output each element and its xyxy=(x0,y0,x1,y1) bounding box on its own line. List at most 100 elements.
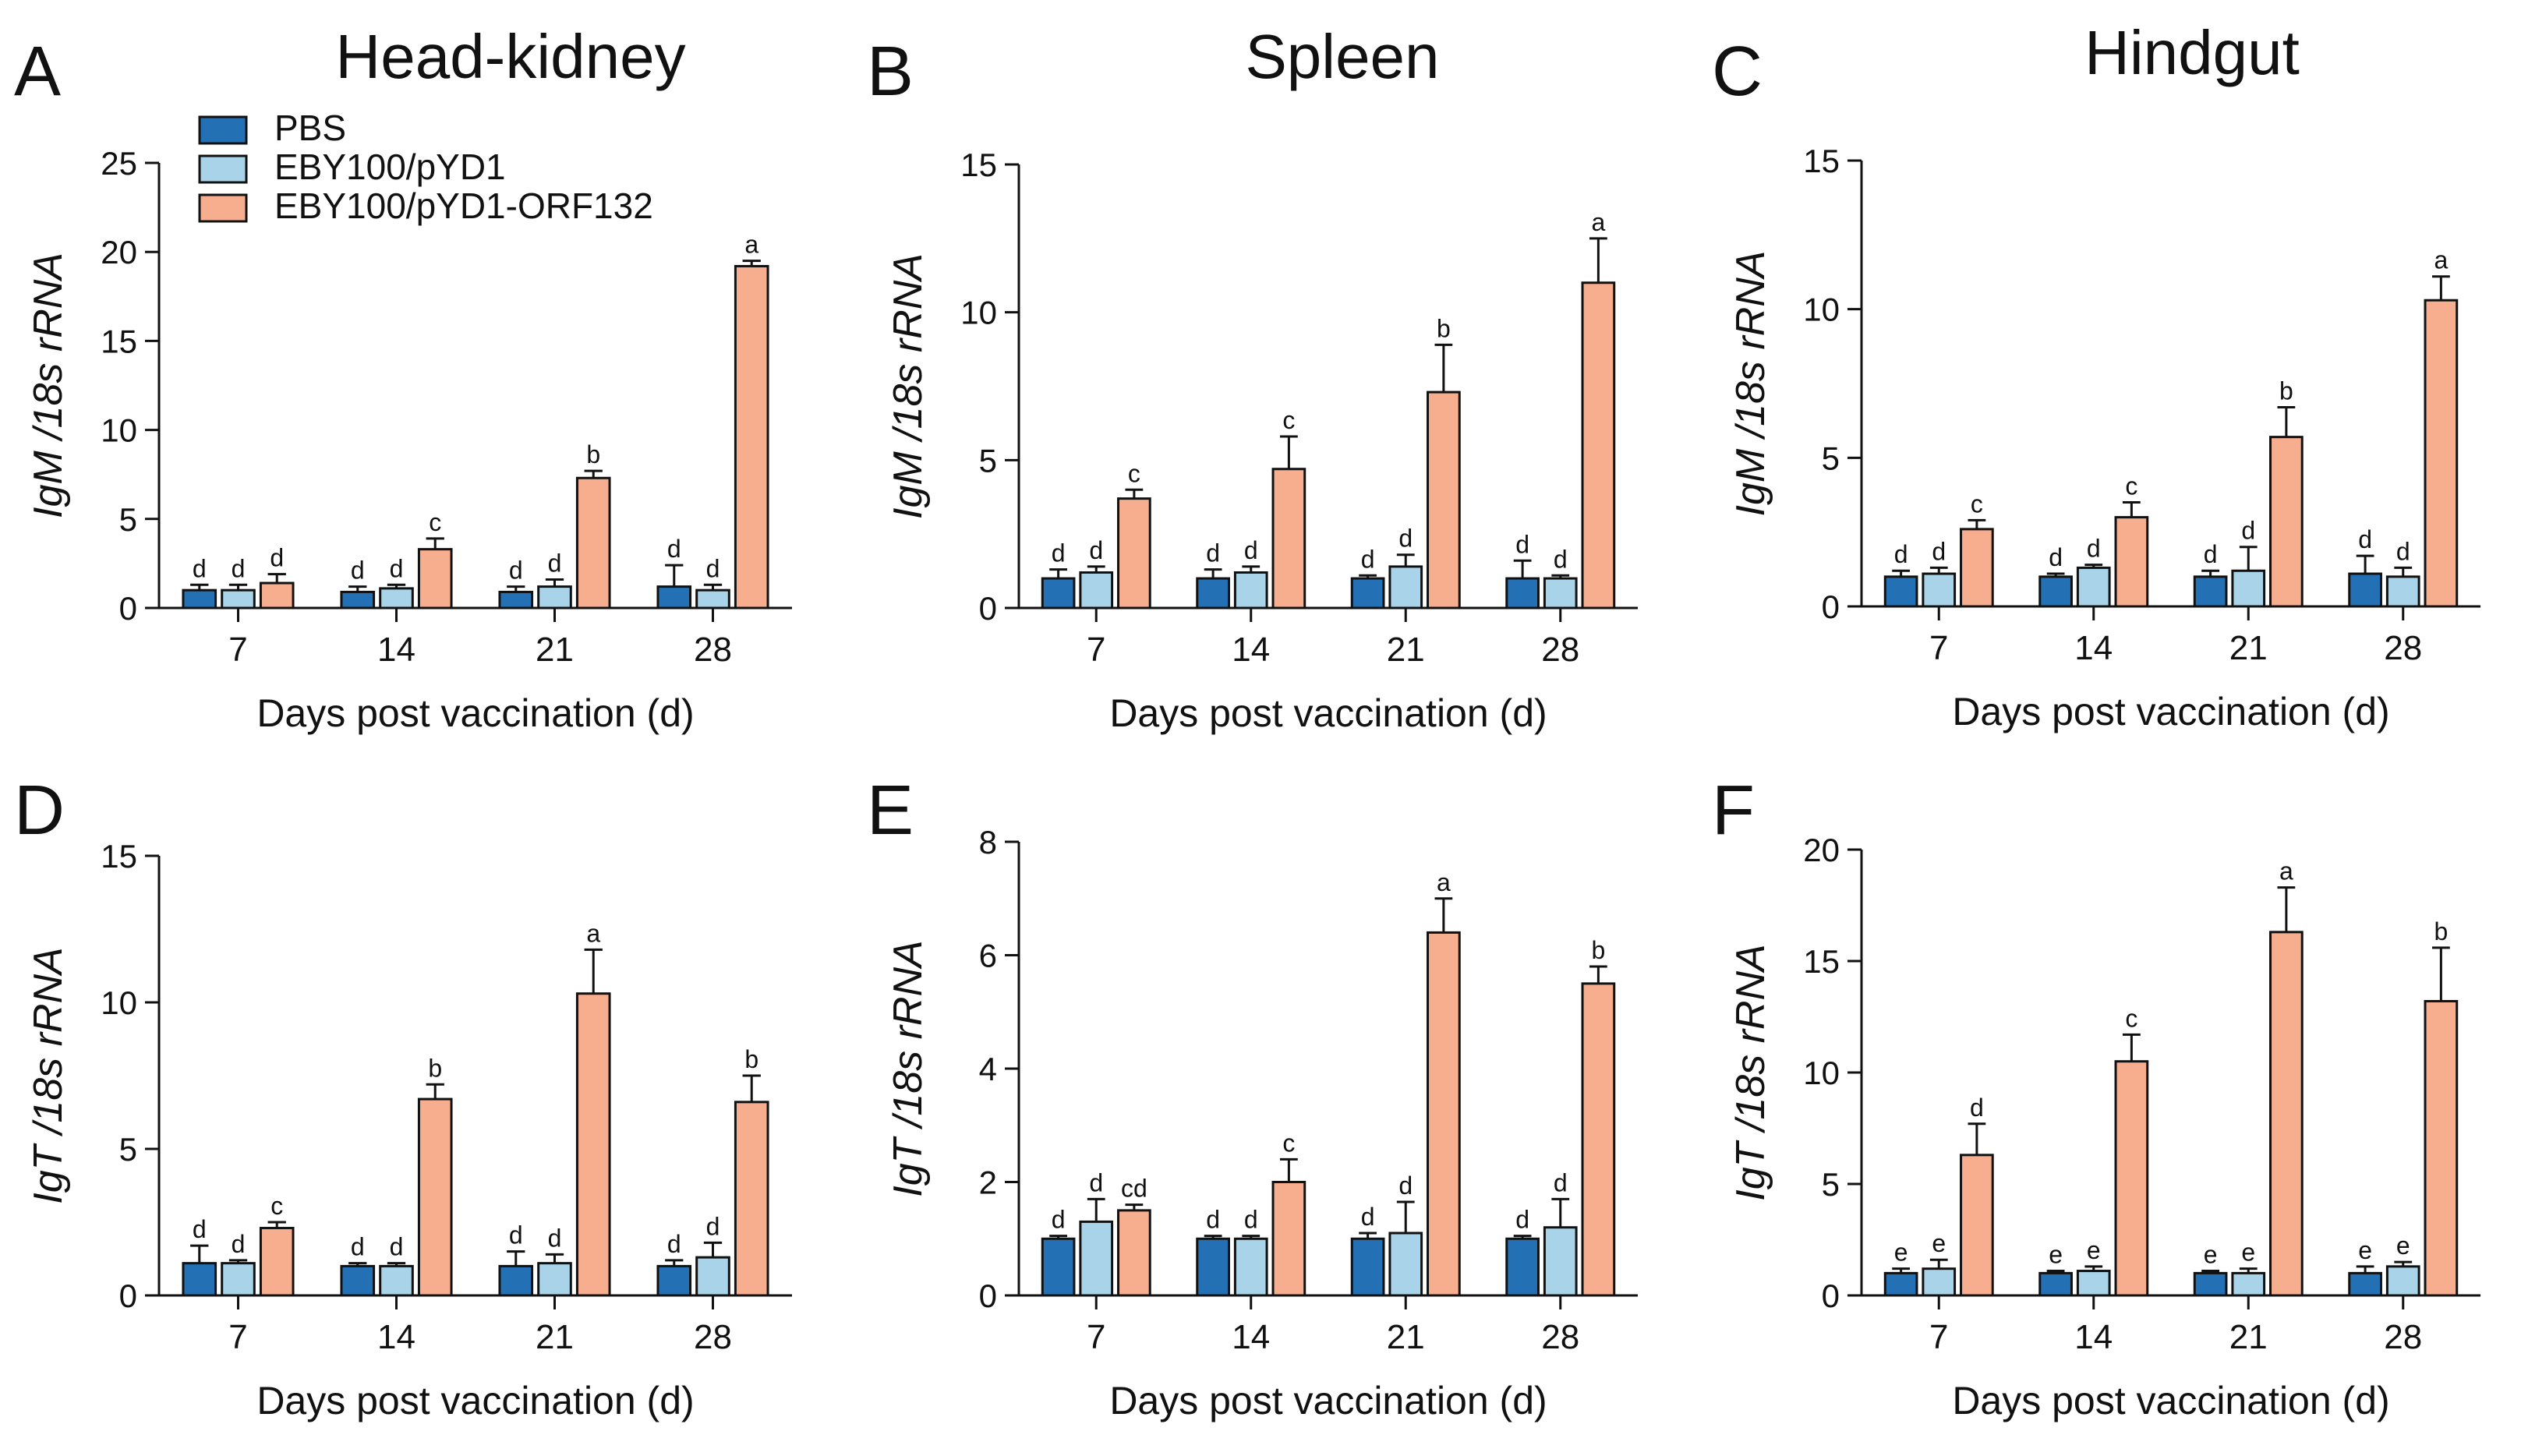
significance-letter: d xyxy=(2396,537,2410,565)
bar-eby100-pyd1-orf132 xyxy=(2269,436,2304,608)
bar-eby100-pyd1-orf132 xyxy=(259,1227,295,1297)
bar-eby100-pyd1-orf132 xyxy=(1960,1154,1994,1297)
bar-eby100-pyd1 xyxy=(379,1264,414,1297)
x-tick-label: 14 xyxy=(1232,1318,1270,1356)
bar-eby100-pyd1 xyxy=(2231,569,2266,608)
x-tick-label: 7 xyxy=(1087,1318,1105,1356)
y-tick-label: 5 xyxy=(979,442,997,479)
y-tick-label: 0 xyxy=(979,1278,997,1314)
panel-b: 0 5 10 15 IgM /18s rRNA Days post vaccination… xyxy=(886,147,1638,735)
x-tick-label: 7 xyxy=(228,631,247,669)
legend-swatch-eby100-pyd1 xyxy=(198,154,248,184)
bar-eby100-pyd1-orf132 xyxy=(734,1101,769,1297)
significance-letter: a xyxy=(2279,857,2293,885)
x-tick-label: 7 xyxy=(1087,631,1105,669)
significance-letter: d xyxy=(232,554,246,582)
bar-pbs xyxy=(1505,577,1540,610)
y-axis-label-rest: /18s rRNA xyxy=(1728,944,1773,1142)
legend-swatch-eby100-pyd1-orf132 xyxy=(198,193,248,223)
significance-letter: d xyxy=(1089,536,1103,564)
y-tick-label: 15 xyxy=(960,147,997,183)
x-axis-label: Days post vaccination (d) xyxy=(1952,1379,2389,1422)
significance-letter: d xyxy=(193,554,207,582)
bar-eby100-pyd1-orf132 xyxy=(417,548,453,610)
y-tick-label: 15 xyxy=(1803,143,1840,179)
x-tick-label: 21 xyxy=(536,1318,574,1356)
significance-letter: c xyxy=(270,1192,283,1220)
y-axis-label-gene: IgT xyxy=(1728,1140,1773,1200)
significance-letter: d xyxy=(2241,517,2255,545)
x-tick-label: 28 xyxy=(2384,1318,2422,1356)
bar-eby100-pyd1 xyxy=(1388,1232,1423,1297)
significance-letter: e xyxy=(2049,1241,2063,1269)
bar-eby100-pyd1 xyxy=(2385,575,2420,608)
significance-letter: d xyxy=(2049,543,2063,571)
significance-letter: d xyxy=(1398,525,1413,553)
bar-pbs xyxy=(1041,577,1076,610)
y-tick-label: 10 xyxy=(101,984,137,1021)
x-tick-label: 14 xyxy=(377,1318,415,1356)
x-tick-label: 28 xyxy=(1541,1318,1579,1356)
x-tick-label: 21 xyxy=(2229,1318,2268,1356)
significance-letter: d xyxy=(1932,537,1946,565)
significance-letter: c xyxy=(1282,1129,1295,1157)
significance-letter: d xyxy=(351,557,365,585)
significance-letter: d xyxy=(351,1233,365,1261)
bar-eby100-pyd1-orf132 xyxy=(1117,497,1151,610)
panel-letter-c: C xyxy=(1712,33,1763,111)
bar-eby100-pyd1 xyxy=(2076,1270,2111,1297)
significance-letter: c xyxy=(1282,406,1295,434)
x-tick-label: 21 xyxy=(2229,629,2268,667)
bar-pbs xyxy=(1350,577,1385,610)
bar-eby100-pyd1-orf132 xyxy=(1960,528,1994,608)
y-axis-label: IgM /18s rRNA xyxy=(26,253,71,518)
y-tick-label: 10 xyxy=(1803,1055,1840,1091)
legend-label-eby100-pyd1-orf132: EBY100/pYD1-ORF132 xyxy=(274,186,653,226)
bar-pbs xyxy=(340,1264,376,1297)
bar-eby100-pyd1-orf132 xyxy=(2269,931,2304,1297)
bar-pbs xyxy=(2193,575,2228,608)
panel-title-b: Spleen xyxy=(1245,22,1439,91)
significance-letter: d xyxy=(667,1230,681,1258)
significance-letter: c xyxy=(2125,1004,2137,1032)
bar-eby100-pyd1-orf132 xyxy=(1427,391,1461,610)
y-axis-label: IgT /18s rRNA xyxy=(886,940,931,1196)
bar-eby100-pyd1 xyxy=(695,588,730,610)
y-axis-label-gene: IgM xyxy=(1728,448,1773,516)
significance-letter: c xyxy=(1128,459,1140,487)
y-tick-label: 0 xyxy=(979,590,997,627)
significance-letter: c xyxy=(1971,489,1983,518)
y-tick-label: 5 xyxy=(1822,440,1840,476)
panel-f: 0 5 10 15 20 IgT /18s rRNA Days post vaccinati… xyxy=(1728,832,2480,1422)
significance-letter: a xyxy=(2434,246,2448,274)
y-axis-label-gene: IgT xyxy=(886,1136,931,1196)
bar-eby100-pyd1 xyxy=(1543,1226,1578,1297)
bar-pbs xyxy=(1041,1237,1076,1297)
significance-letter: d xyxy=(548,549,562,577)
x-tick-label: 7 xyxy=(1929,1318,1948,1356)
significance-letter: d xyxy=(1052,1206,1066,1234)
bar-pbs xyxy=(2348,1271,2382,1297)
bar-eby100-pyd1 xyxy=(1233,1237,1268,1297)
significance-letter: a xyxy=(1437,868,1451,896)
significance-letter: d xyxy=(1206,1206,1220,1234)
significance-letter: b xyxy=(2434,917,2448,945)
legend: PBS EBY100/pYD1 EBY100/pYD1-ORF132 xyxy=(198,108,653,226)
x-tick-label: 7 xyxy=(1929,629,1948,667)
significance-letter: e xyxy=(1894,1239,1908,1267)
y-tick-label: 15 xyxy=(1803,943,1840,980)
significance-letter: d xyxy=(1554,545,1568,573)
bar-pbs xyxy=(498,590,534,610)
bar-eby100-pyd1 xyxy=(1922,572,1957,608)
significance-letter: d xyxy=(1206,539,1220,567)
significance-letter: d xyxy=(548,1224,562,1252)
significance-letter: d xyxy=(706,554,720,582)
bar-pbs xyxy=(340,590,376,610)
bar-pbs xyxy=(1883,575,1918,608)
bar-eby100-pyd1-orf132 xyxy=(1117,1209,1151,1297)
significance-letter: a xyxy=(1591,208,1605,236)
bar-eby100-pyd1-orf132 xyxy=(575,992,611,1297)
bar-pbs xyxy=(1350,1237,1385,1297)
x-tick-label: 14 xyxy=(1232,631,1270,669)
bar-eby100-pyd1 xyxy=(537,1262,572,1297)
